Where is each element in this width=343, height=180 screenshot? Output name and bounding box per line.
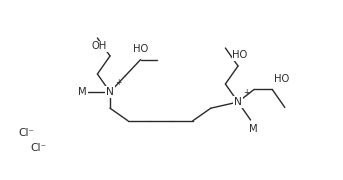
Text: M: M xyxy=(78,87,86,97)
Text: OH: OH xyxy=(92,41,107,51)
Text: N: N xyxy=(234,97,242,107)
Text: Cl⁻: Cl⁻ xyxy=(18,128,34,138)
Text: HO: HO xyxy=(274,74,289,84)
Text: +: + xyxy=(243,88,249,97)
Text: M: M xyxy=(249,124,258,134)
Text: N: N xyxy=(106,87,114,97)
Text: HO: HO xyxy=(133,44,148,54)
Text: +: + xyxy=(115,78,121,87)
Text: HO: HO xyxy=(232,50,248,60)
Text: Cl⁻: Cl⁻ xyxy=(30,143,46,153)
